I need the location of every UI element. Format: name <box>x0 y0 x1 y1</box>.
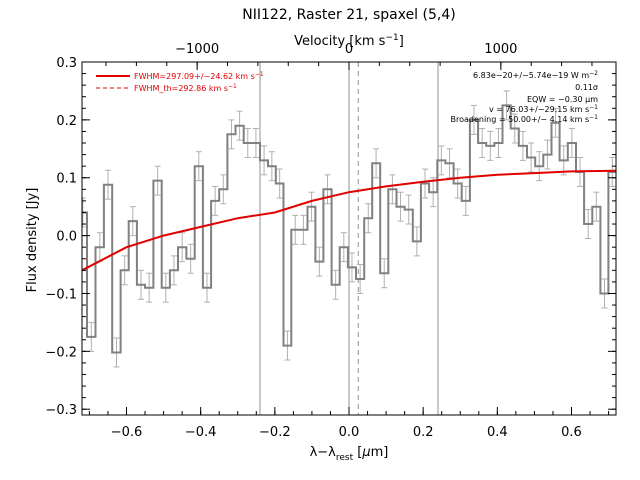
legend-label-fwhm-th: FWHM_th=292.86 km s−1 <box>134 83 237 93</box>
annotation-broadening: Broadening = 50.00+/− 4.14 km s−1 <box>450 114 598 124</box>
y-axis-label: Flux density [Jy] <box>25 188 40 293</box>
fit-annotations: 6.83e−20+/−5.74e−19 W m−2 0.11σ EQW = −0… <box>450 70 598 124</box>
top-tick-label-2: 1000 <box>484 42 517 57</box>
y-tick-label-4: 0.1 <box>56 172 77 187</box>
y-tick-label-0: −0.3 <box>45 403 77 418</box>
annotation-velocity: v = 76.03+/−29.15 km s−1 <box>489 104 598 114</box>
spectrum-step-line <box>82 104 616 354</box>
annotation-eqw: EQW = −0.30 μm <box>527 95 598 104</box>
x-tick-label-1: −0.4 <box>185 425 217 440</box>
plot-area <box>82 62 616 415</box>
x-tick-label-0: −0.6 <box>111 425 143 440</box>
y-tick-label-3: 0.0 <box>56 230 77 245</box>
y-tick-label-1: −0.2 <box>45 345 77 360</box>
y-tick-label-5: 0.2 <box>56 114 77 129</box>
top-axis-label: Velocity [km s−1] <box>294 33 404 49</box>
x-tick-label-3: 0.0 <box>339 425 360 440</box>
x-axis-label: λ−λrest [μm] <box>310 445 389 463</box>
annotation-flux: 6.83e−20+/−5.74e−19 W m−2 <box>473 70 598 80</box>
top-tick-label-0: −1000 <box>175 42 219 57</box>
top-tick-label-1: 0 <box>345 42 353 57</box>
chart-title: NII122, Raster 21, spaxel (5,4) <box>242 7 455 23</box>
plot-content <box>82 62 616 415</box>
legend: FWHM=297.09+/−24.62 km s−1 FWHM_th=292.8… <box>96 71 264 93</box>
y-tick-label-2: −0.1 <box>45 287 77 302</box>
x-tick-label-2: −0.2 <box>259 425 291 440</box>
legend-label-fwhm: FWHM=297.09+/−24.62 km s−1 <box>134 71 264 81</box>
x-tick-label-6: 0.6 <box>561 425 582 440</box>
axes: −0.6 −0.4 −0.2 0.0 0.2 0.4 0.6 −0.3 −0.2 −0.1 0.0 0… <box>45 42 617 440</box>
annotation-sigma: 0.11σ <box>575 83 598 92</box>
fit-curve-line <box>82 169 616 272</box>
y-tick-label-6: 0.3 <box>56 56 77 71</box>
x-tick-label-4: 0.2 <box>413 425 434 440</box>
x-tick-label-5: 0.4 <box>487 425 508 440</box>
